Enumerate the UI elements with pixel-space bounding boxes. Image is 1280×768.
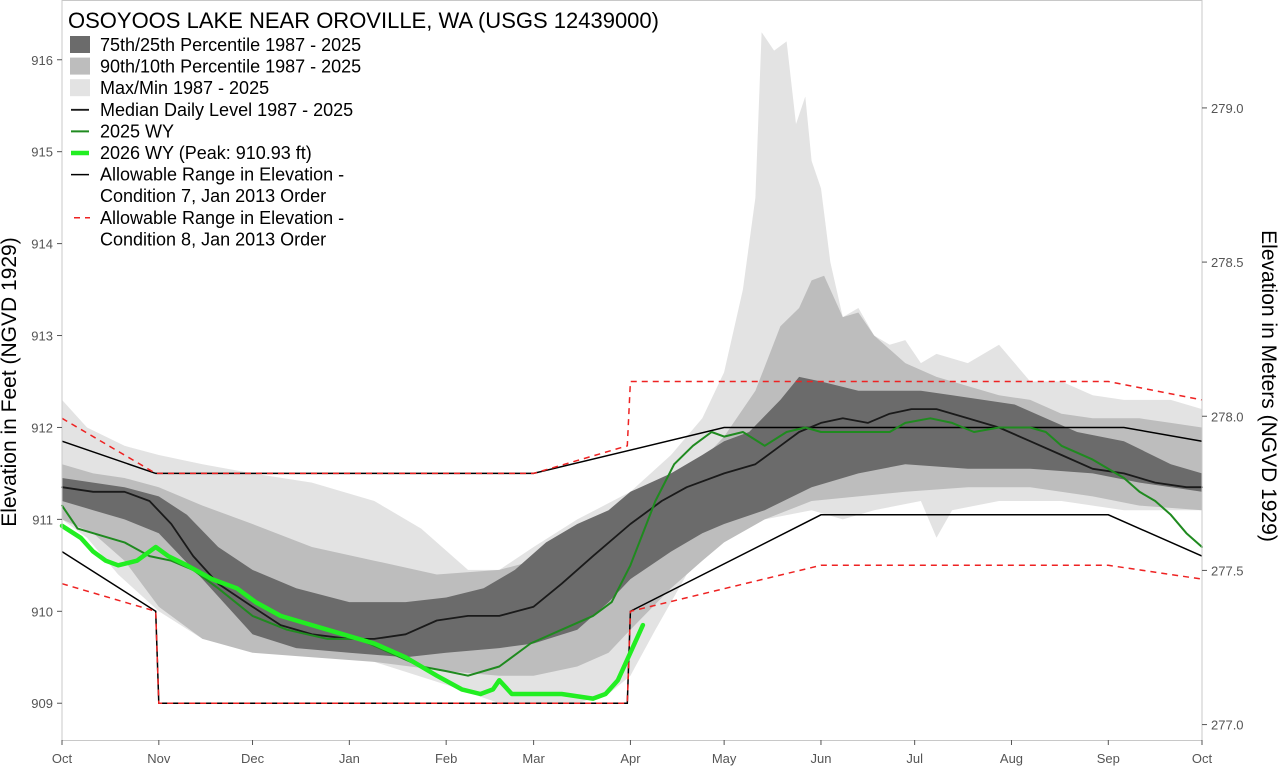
- y-axis-right: 277.0 277.5 278.0 278.5 279.0: [1202, 101, 1244, 733]
- line-2025-wy: [61, 417, 1203, 677]
- x-tick-label: Apr: [620, 751, 641, 766]
- y2-tick-label: 277.5: [1211, 563, 1244, 578]
- limit-upper-allowable-range-in-elevation-condition-8-jan-2013-order: [61, 380, 1203, 475]
- y2-tick-label: 278.0: [1211, 409, 1244, 424]
- x-tick-label: Jun: [810, 751, 831, 766]
- x-tick-label: Aug: [1000, 751, 1023, 766]
- x-tick-label: Jan: [339, 751, 360, 766]
- y-tick-label: 909: [31, 696, 53, 711]
- plot-frame: [61, 0, 1203, 741]
- band-90th-10th-percentile-1987-2025: [62, 275, 1202, 676]
- x-tick-label: Jul: [906, 751, 923, 766]
- y-tick-label: 912: [31, 420, 53, 435]
- x-tick-label: Dec: [241, 751, 265, 766]
- y-tick-label: 913: [31, 329, 53, 344]
- x-axis: Oct Nov Dec Jan Feb Mar Apr May Jun Jul Aug Sep Oct: [52, 740, 1213, 766]
- x-tick-label: Sep: [1097, 751, 1120, 766]
- legend-label: Median Daily Level 1987 - 2025: [100, 100, 353, 120]
- legend-key-90th-10th-percentile-1987-2025: [70, 57, 90, 75]
- band-75th-25th-percentile-1987-2025: [62, 376, 1202, 658]
- x-tick-label: Oct: [52, 751, 73, 766]
- y-axis-title-right: Elevation in Meters (NGVD 1929): [1257, 230, 1280, 542]
- y2-tick-label: 278.5: [1211, 255, 1244, 270]
- y-tick-label: 911: [32, 512, 53, 527]
- y2-tick-label: 277.0: [1211, 718, 1244, 733]
- legend-label: 90th/10th Percentile 1987 - 2025: [100, 57, 361, 77]
- limit-upper-allowable-range-in-elevation-condition-7-jan-2013-order: [61, 426, 1203, 475]
- y-axis-title-left: Elevation in Feet (NGVD 1929): [0, 237, 21, 527]
- x-tick-label: Oct: [1192, 751, 1213, 766]
- x-tick-label: Feb: [435, 751, 457, 766]
- x-tick-label: May: [712, 751, 737, 766]
- legend-label: Condition 8, Jan 2013 Order: [100, 229, 326, 249]
- line-median-daily-level-1987-2025: [61, 408, 1203, 640]
- legend-label: 2026 WY (Peak: 910.93 ft): [100, 143, 312, 163]
- legend-label: Condition 7, Jan 2013 Order: [100, 186, 326, 206]
- y-axis-left: 909 910 911 912 913 914 915 916: [31, 53, 62, 711]
- level-lines: [59, 408, 1203, 701]
- legend-label: Max/Min 1987 - 2025: [100, 78, 269, 98]
- y-tick-label: 916: [31, 53, 53, 68]
- legend-label: Allowable Range in Elevation -: [100, 208, 344, 228]
- legend-label: 75th/25th Percentile 1987 - 2025: [100, 35, 361, 55]
- chart-title: OSOYOOS LAKE NEAR OROVILLE, WA (USGS 124…: [68, 8, 659, 33]
- x-tick-label: Mar: [522, 751, 545, 766]
- y-tick-label: 914: [31, 237, 53, 252]
- y2-tick-label: 279.0: [1211, 101, 1244, 116]
- y-tick-label: 915: [31, 145, 53, 160]
- legend: 75th/25th Percentile 1987 - 202590th/10t…: [70, 35, 361, 249]
- y-tick-label: 910: [31, 604, 53, 619]
- legend-label: 2025 WY: [100, 121, 174, 141]
- percentile-bands: [62, 32, 1202, 704]
- x-tick-label: Nov: [147, 751, 171, 766]
- legend-key-75th-25th-percentile-1987-2025: [70, 36, 90, 53]
- legend-key-max-min-1987-2025: [70, 79, 90, 97]
- legend-label: Allowable Range in Elevation -: [100, 165, 344, 185]
- band-max-min-1987-2025: [62, 32, 1202, 704]
- line-2026-wy-peak-910-93-ft: [59, 523, 646, 701]
